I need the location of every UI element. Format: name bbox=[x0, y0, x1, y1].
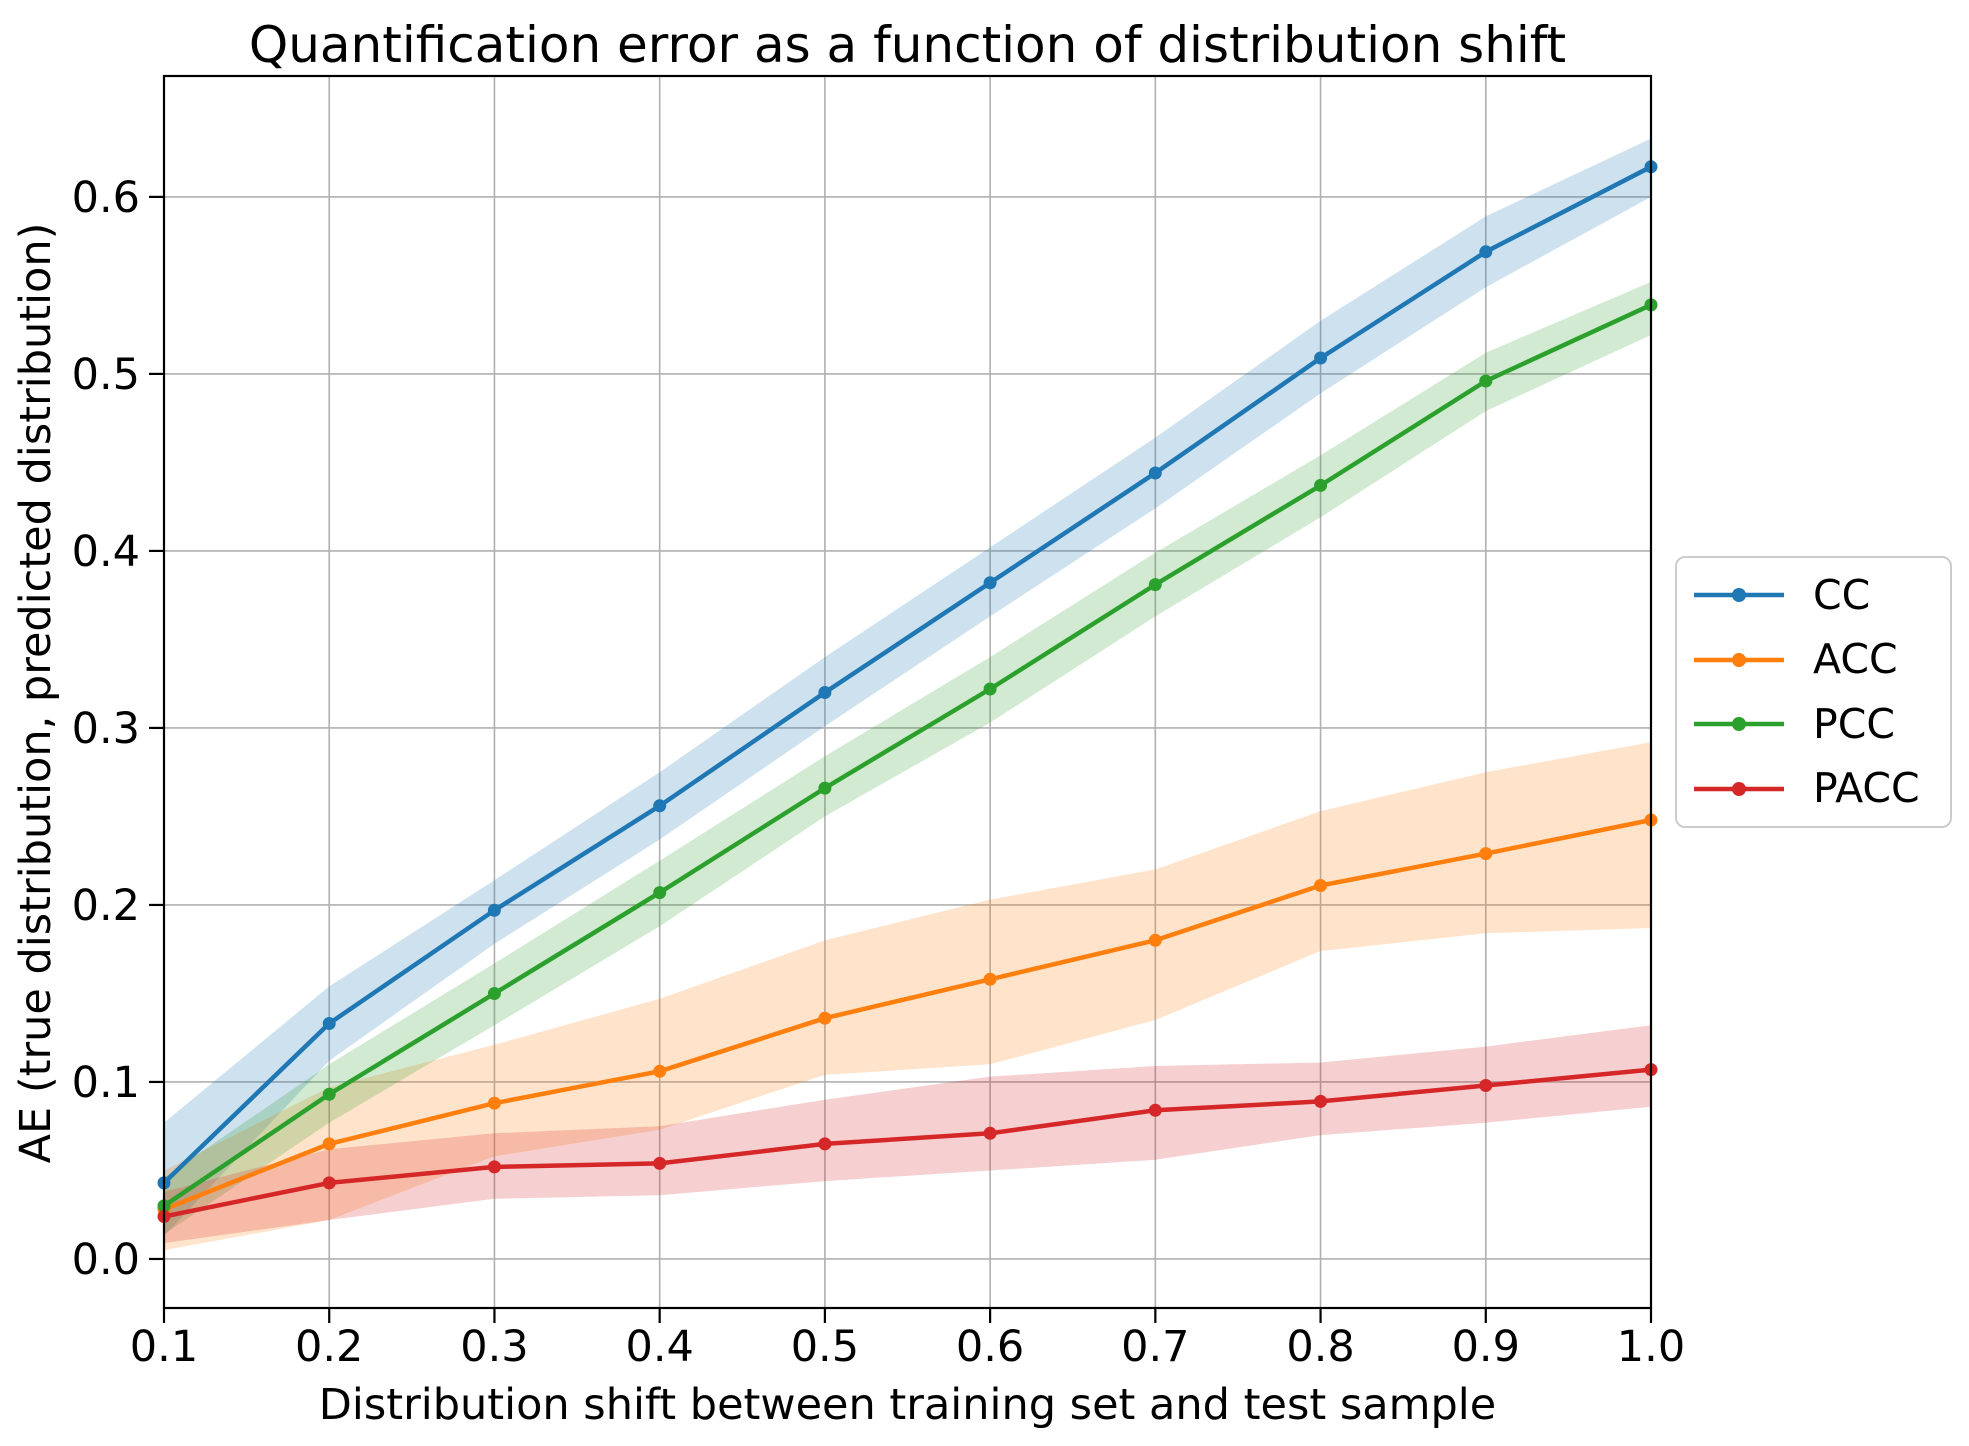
y-tick-label: 0.1 bbox=[72, 1058, 140, 1108]
legend-item-acc: ACC bbox=[1691, 628, 1936, 693]
data-point-cc bbox=[1148, 466, 1162, 480]
data-point-pcc bbox=[1148, 578, 1162, 592]
legend-item-pcc: PCC bbox=[1691, 692, 1936, 757]
legend-label-pacc: PACC bbox=[1813, 764, 1920, 813]
x-tick-label: 1.0 bbox=[1617, 1322, 1685, 1372]
y-tick-label: 0.5 bbox=[72, 350, 140, 400]
legend-label-acc: ACC bbox=[1813, 635, 1898, 684]
data-point-cc bbox=[818, 686, 832, 699]
legend-line-swatch-cc bbox=[1694, 588, 1784, 603]
data-point-pacc bbox=[487, 1160, 501, 1174]
series-line-pcc bbox=[161, 302, 1654, 1209]
data-point-pacc bbox=[1148, 1103, 1162, 1117]
series-line-cc bbox=[161, 164, 1654, 1186]
confidence-band-pcc bbox=[164, 281, 1651, 1235]
data-point-acc bbox=[1479, 847, 1493, 861]
data-point-acc bbox=[487, 1096, 501, 1110]
legend-line-swatch-pacc bbox=[1694, 781, 1784, 796]
confidence-band-acc bbox=[164, 742, 1651, 1251]
y-tick-label: 0.3 bbox=[72, 704, 140, 754]
series-line-acc bbox=[161, 817, 1654, 1212]
data-point-pcc bbox=[322, 1087, 336, 1101]
confidence-band-cc bbox=[164, 138, 1651, 1236]
data-point-pacc bbox=[818, 1137, 832, 1151]
legend-label-cc: CC bbox=[1813, 570, 1871, 619]
legend-label-pcc: PCC bbox=[1813, 699, 1895, 748]
x-tick-label: 0.8 bbox=[1286, 1322, 1354, 1372]
data-point-pacc bbox=[983, 1126, 997, 1140]
data-point-acc bbox=[1314, 879, 1328, 892]
data-point-cc bbox=[653, 799, 667, 813]
x-tick-label: 0.2 bbox=[295, 1322, 363, 1372]
data-point-acc bbox=[818, 1011, 832, 1025]
y-tick-label: 0.6 bbox=[72, 173, 140, 223]
x-tick-label: 0.3 bbox=[460, 1322, 528, 1372]
data-point-cc bbox=[1479, 245, 1493, 259]
data-point-pacc bbox=[1479, 1079, 1493, 1092]
legend-item-cc: CC bbox=[1691, 563, 1936, 628]
legend-line-swatch-acc bbox=[1694, 652, 1784, 667]
data-point-acc bbox=[1148, 933, 1162, 947]
data-point-cc bbox=[983, 576, 997, 590]
data-point-cc bbox=[1314, 351, 1328, 365]
chart-title: Quantification error as a function of di… bbox=[248, 16, 1567, 74]
x-tick-label: 0.1 bbox=[130, 1322, 198, 1372]
data-point-pcc bbox=[983, 682, 997, 696]
x-tick-label: 0.6 bbox=[956, 1322, 1024, 1372]
confidence-band-pacc bbox=[164, 1025, 1651, 1243]
data-point-cc bbox=[487, 903, 501, 917]
data-point-pcc bbox=[818, 781, 832, 795]
y-tick-label: 0.0 bbox=[72, 1235, 140, 1285]
axes-spines bbox=[162, 74, 1653, 1310]
y-tick-label: 0.2 bbox=[72, 881, 140, 931]
data-point-acc bbox=[653, 1064, 667, 1078]
legend-line-swatch-pcc bbox=[1694, 717, 1784, 732]
x-tick-label: 0.9 bbox=[1452, 1322, 1520, 1372]
legend: CC ACC PCC PACC bbox=[1675, 556, 1952, 828]
data-point-pcc bbox=[487, 987, 501, 1000]
data-point-acc bbox=[322, 1137, 336, 1151]
data-point-acc bbox=[983, 972, 997, 986]
data-point-pacc bbox=[653, 1156, 667, 1170]
data-point-pacc bbox=[1314, 1094, 1328, 1108]
legend-item-pacc: PACC bbox=[1691, 757, 1936, 822]
data-point-pcc bbox=[1479, 374, 1493, 388]
data-point-pacc bbox=[322, 1176, 336, 1190]
data-point-pcc bbox=[1314, 478, 1328, 492]
x-tick-label: 0.7 bbox=[1121, 1322, 1189, 1372]
x-axis-label: Distribution shift between training set … bbox=[318, 1380, 1497, 1430]
x-tick-label: 0.5 bbox=[791, 1322, 859, 1372]
y-tick-label: 0.4 bbox=[72, 527, 140, 577]
data-point-pcc bbox=[653, 886, 667, 900]
y-axis-label: AE (true distribution, predicted distrib… bbox=[11, 222, 61, 1164]
series-line-pacc bbox=[161, 1067, 1654, 1219]
x-tick-label: 0.4 bbox=[625, 1322, 693, 1372]
data-point-cc bbox=[322, 1017, 336, 1030]
